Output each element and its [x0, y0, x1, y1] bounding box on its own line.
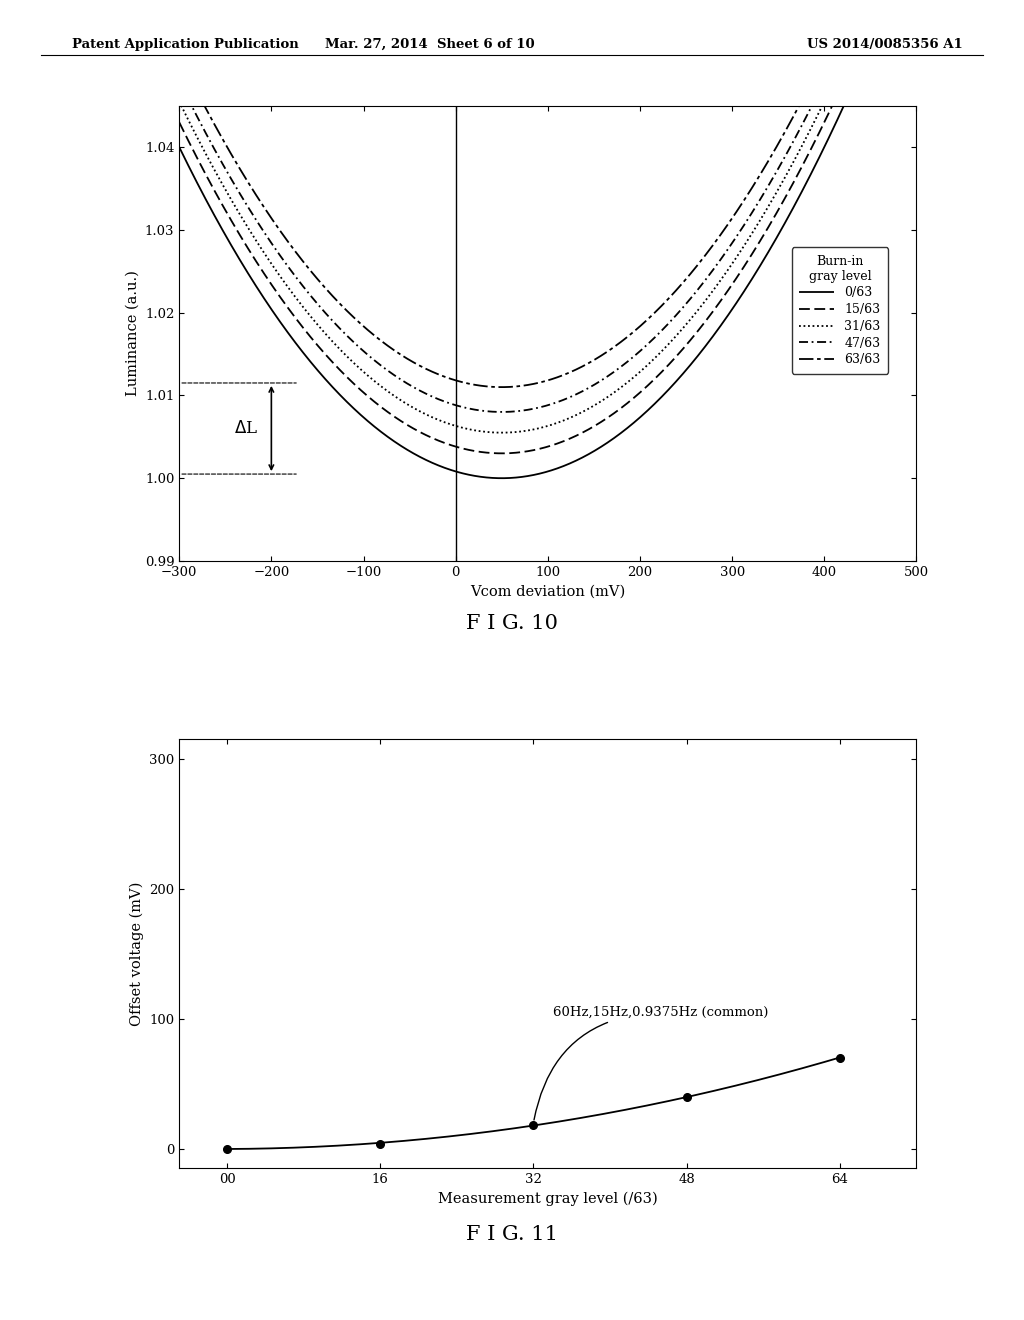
15/63 — [531, 441, 544, 457]
0/63 — [512, 470, 524, 486]
Y-axis label: Luminance (a.u.): Luminance (a.u.) — [125, 271, 139, 396]
47/63 — [496, 404, 508, 420]
31/63 — [531, 421, 544, 437]
31/63 — [512, 424, 524, 440]
Text: F I G. 11: F I G. 11 — [466, 1225, 558, 1243]
Legend: 0/63, 15/63, 31/63, 47/63, 63/63: 0/63, 15/63, 31/63, 47/63, 63/63 — [792, 247, 888, 374]
63/63 — [512, 379, 524, 395]
Text: 60Hz,15Hz,0.9375Hz (common): 60Hz,15Hz,0.9375Hz (common) — [534, 1006, 768, 1119]
Y-axis label: Offset voltage (mV): Offset voltage (mV) — [129, 882, 143, 1026]
63/63 — [754, 166, 766, 182]
31/63 — [496, 425, 508, 441]
15/63 — [496, 445, 508, 461]
0/63 — [173, 139, 185, 154]
0/63 — [211, 211, 223, 227]
Text: US 2014/0085356 A1: US 2014/0085356 A1 — [807, 38, 963, 51]
63/63 — [531, 375, 544, 391]
Text: Mar. 27, 2014  Sheet 6 of 10: Mar. 27, 2014 Sheet 6 of 10 — [326, 38, 535, 51]
47/63 — [531, 400, 544, 416]
15/63 — [211, 187, 223, 203]
15/63 — [754, 234, 766, 249]
63/63 — [211, 120, 223, 136]
Line: 63/63: 63/63 — [179, 0, 916, 387]
Line: 31/63: 31/63 — [179, 0, 916, 433]
15/63 — [512, 445, 524, 461]
Text: F I G. 10: F I G. 10 — [466, 614, 558, 632]
47/63 — [173, 73, 185, 88]
X-axis label: Measurement gray level (/63): Measurement gray level (/63) — [438, 1192, 657, 1206]
Line: 47/63: 47/63 — [179, 0, 916, 412]
47/63 — [211, 145, 223, 161]
31/63 — [211, 166, 223, 182]
47/63 — [754, 191, 766, 207]
Text: Patent Application Publication: Patent Application Publication — [72, 38, 298, 51]
0/63 — [496, 470, 508, 486]
Text: $\Delta$L: $\Delta$L — [233, 420, 258, 437]
47/63 — [512, 403, 524, 418]
X-axis label: Vcom deviation (mV): Vcom deviation (mV) — [470, 585, 626, 598]
31/63 — [173, 94, 185, 110]
63/63 — [173, 48, 185, 63]
0/63 — [754, 257, 766, 273]
0/63 — [531, 466, 544, 482]
15/63 — [173, 115, 185, 131]
Line: 0/63: 0/63 — [179, 0, 916, 478]
Line: 15/63: 15/63 — [179, 0, 916, 453]
31/63 — [754, 213, 766, 228]
63/63 — [496, 379, 508, 395]
